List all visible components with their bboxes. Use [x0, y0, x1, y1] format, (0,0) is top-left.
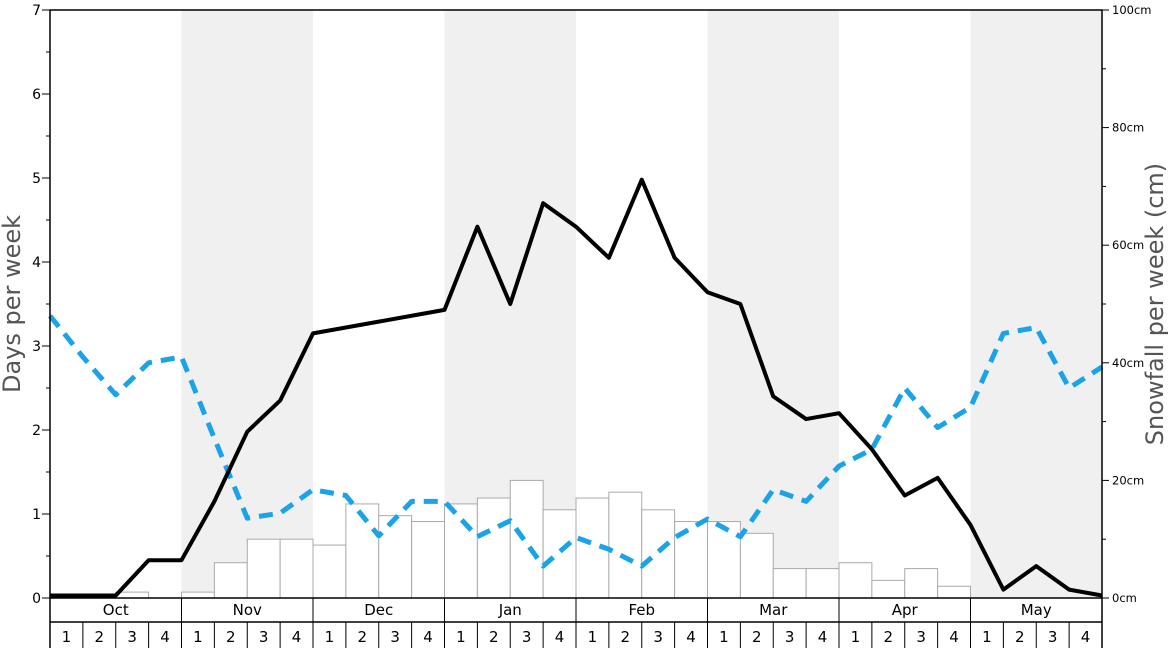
week-label: 3: [653, 628, 663, 646]
week-axis: 1 2 3 4 1 2 3 4 1 2 3 4 1 2 3 4 1 2 3 4 1 2 3 4 1 2 3 4 1 2 3 4: [49, 622, 1103, 648]
month-label: May: [1021, 601, 1052, 619]
week-label: 3: [127, 628, 137, 646]
right-tick-label: 0cm: [1112, 591, 1137, 605]
snowfall-bar: [772, 568, 807, 599]
snowfall-bar: [246, 538, 281, 599]
snowfall-bar: [279, 538, 314, 599]
left-tick-label: 6: [32, 87, 41, 103]
week-label: 1: [325, 628, 335, 646]
snowfall-bar: [312, 544, 347, 599]
snowfall-bar: [542, 509, 577, 599]
week-label: 3: [259, 628, 269, 646]
left-tick-label: 3: [32, 339, 41, 355]
snowfall-bar: [509, 479, 544, 599]
week-label: 4: [818, 628, 828, 646]
week-label: 1: [982, 628, 992, 646]
left-tick-label: 1: [32, 507, 41, 523]
snowfall-bar: [444, 503, 478, 599]
snowfall-bar: [476, 497, 511, 599]
month-label: Dec: [364, 601, 393, 619]
month-label: Jan: [498, 601, 522, 619]
week-label: 2: [358, 628, 368, 646]
snowfall-bar: [937, 585, 971, 599]
left-tick-label: 0: [32, 591, 41, 607]
week-label: 1: [456, 628, 466, 646]
month-band: [707, 10, 839, 598]
week-label: 2: [752, 628, 762, 646]
snowfall-bar: [378, 515, 413, 599]
month-label: Mar: [759, 601, 788, 619]
week-label: 2: [226, 628, 236, 646]
snowfall-bar: [707, 521, 741, 599]
week-label: 3: [785, 628, 795, 646]
week-label: 3: [522, 628, 532, 646]
week-label: 1: [719, 628, 729, 646]
week-label: 4: [1081, 628, 1091, 646]
snowfall-bar: [608, 491, 643, 599]
week-label: 4: [423, 628, 433, 646]
data-lines: [48, 177, 1104, 598]
snowfall-bar: [411, 521, 445, 599]
week-label: 4: [555, 628, 565, 646]
month-band: [181, 10, 313, 598]
snowfall-bar: [641, 509, 676, 599]
right-tick-label: 100cm: [1112, 3, 1151, 17]
week-label: 2: [621, 628, 631, 646]
left-tick-label: 2: [32, 423, 41, 439]
snowfall-bars: [115, 479, 971, 599]
right-tick-label: 60cm: [1112, 238, 1144, 252]
month-label: Feb: [628, 601, 655, 619]
snowfall-bar: [213, 562, 248, 599]
left-tick-label: 7: [32, 3, 41, 19]
left-tick-label: 5: [32, 171, 41, 187]
month-band: [970, 10, 1102, 598]
month-axis: Oct Nov Dec Jan Feb Mar Apr May: [49, 598, 1103, 623]
month-label: Nov: [233, 601, 262, 619]
right-tick-label: 40cm: [1112, 356, 1144, 370]
week-label: 3: [1048, 628, 1058, 646]
snowfall-bar: [838, 562, 873, 599]
week-label: 3: [390, 628, 400, 646]
right-axis: 0cm 20cm 40cm 60cm 80cm 100cm: [1102, 3, 1151, 605]
month-label: Oct: [103, 601, 129, 619]
week-label: 1: [62, 628, 72, 646]
solid-series-line: [50, 177, 1103, 598]
week-label: 1: [588, 628, 598, 646]
snowfall-bar: [871, 579, 906, 599]
week-label: 4: [949, 628, 959, 646]
snowfall-bar: [181, 591, 215, 599]
week-label: 3: [916, 628, 926, 646]
week-label: 4: [686, 628, 696, 646]
week-label: 1: [193, 628, 203, 646]
week-label: 4: [292, 628, 302, 646]
week-label: 2: [1015, 628, 1025, 646]
right-tick-label: 20cm: [1112, 473, 1144, 487]
week-label: 2: [489, 628, 499, 646]
week-label: 4: [160, 628, 170, 646]
left-axis: 0 1 2 3 4 5 6 7: [32, 3, 50, 607]
month-label: Apr: [892, 601, 919, 619]
snowfall-bar: [904, 568, 939, 599]
snowfall-bar: [805, 568, 840, 599]
week-label: 2: [884, 628, 894, 646]
dashed-series-line: [48, 314, 1104, 569]
left-axis-title: Days per week: [0, 215, 26, 393]
week-label: 1: [851, 628, 861, 646]
week-label: 2: [95, 628, 105, 646]
snowfall-bar: [739, 532, 774, 599]
right-axis-title: Snowfall per week (cm): [1141, 163, 1168, 445]
right-tick-label: 80cm: [1112, 121, 1144, 135]
left-tick-label: 4: [32, 255, 41, 271]
